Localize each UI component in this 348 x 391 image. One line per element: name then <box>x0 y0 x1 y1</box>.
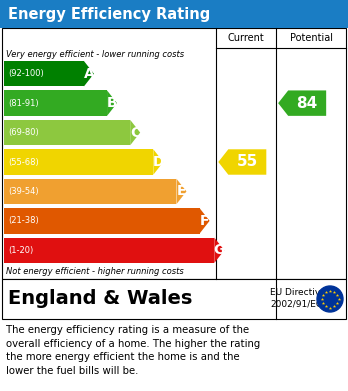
Text: 84: 84 <box>296 96 318 111</box>
Text: (1-20): (1-20) <box>8 246 33 255</box>
Polygon shape <box>278 90 326 116</box>
Bar <box>2 28 346 279</box>
Text: (21-38): (21-38) <box>8 216 39 225</box>
Polygon shape <box>130 120 140 145</box>
Bar <box>4 238 214 263</box>
Text: F: F <box>200 214 209 228</box>
Text: A: A <box>84 67 94 81</box>
Polygon shape <box>200 208 209 233</box>
Polygon shape <box>218 149 266 175</box>
Text: England & Wales: England & Wales <box>8 289 192 308</box>
Text: 55: 55 <box>237 154 258 170</box>
Text: (39-54): (39-54) <box>8 187 39 196</box>
Text: Not energy efficient - higher running costs: Not energy efficient - higher running co… <box>6 267 184 276</box>
Bar <box>4 149 153 175</box>
Text: D: D <box>152 155 164 169</box>
Text: B: B <box>107 96 117 110</box>
Bar <box>4 120 130 145</box>
Text: (81-91): (81-91) <box>8 99 39 108</box>
Bar <box>4 179 176 204</box>
Text: Potential: Potential <box>290 33 333 43</box>
Text: Very energy efficient - lower running costs: Very energy efficient - lower running co… <box>6 50 184 59</box>
Bar <box>4 61 84 86</box>
Circle shape <box>317 286 343 312</box>
Polygon shape <box>214 238 224 263</box>
Text: Current: Current <box>228 33 264 43</box>
Bar <box>4 208 200 233</box>
Text: EU Directive
2002/91/EC: EU Directive 2002/91/EC <box>270 288 326 308</box>
Text: C: C <box>130 126 140 140</box>
Text: The energy efficiency rating is a measure of the
overall efficiency of a home. T: The energy efficiency rating is a measur… <box>6 325 260 376</box>
Bar <box>4 90 107 116</box>
Text: Energy Efficiency Rating: Energy Efficiency Rating <box>8 7 210 22</box>
Polygon shape <box>176 179 187 204</box>
Bar <box>0 0 348 28</box>
Polygon shape <box>107 90 117 116</box>
Text: (92-100): (92-100) <box>8 69 44 78</box>
Text: (55-68): (55-68) <box>8 158 39 167</box>
Polygon shape <box>84 61 94 86</box>
Bar <box>2 279 346 319</box>
Text: (69-80): (69-80) <box>8 128 39 137</box>
Text: G: G <box>214 243 225 257</box>
Polygon shape <box>153 149 163 175</box>
Text: E: E <box>177 185 186 198</box>
